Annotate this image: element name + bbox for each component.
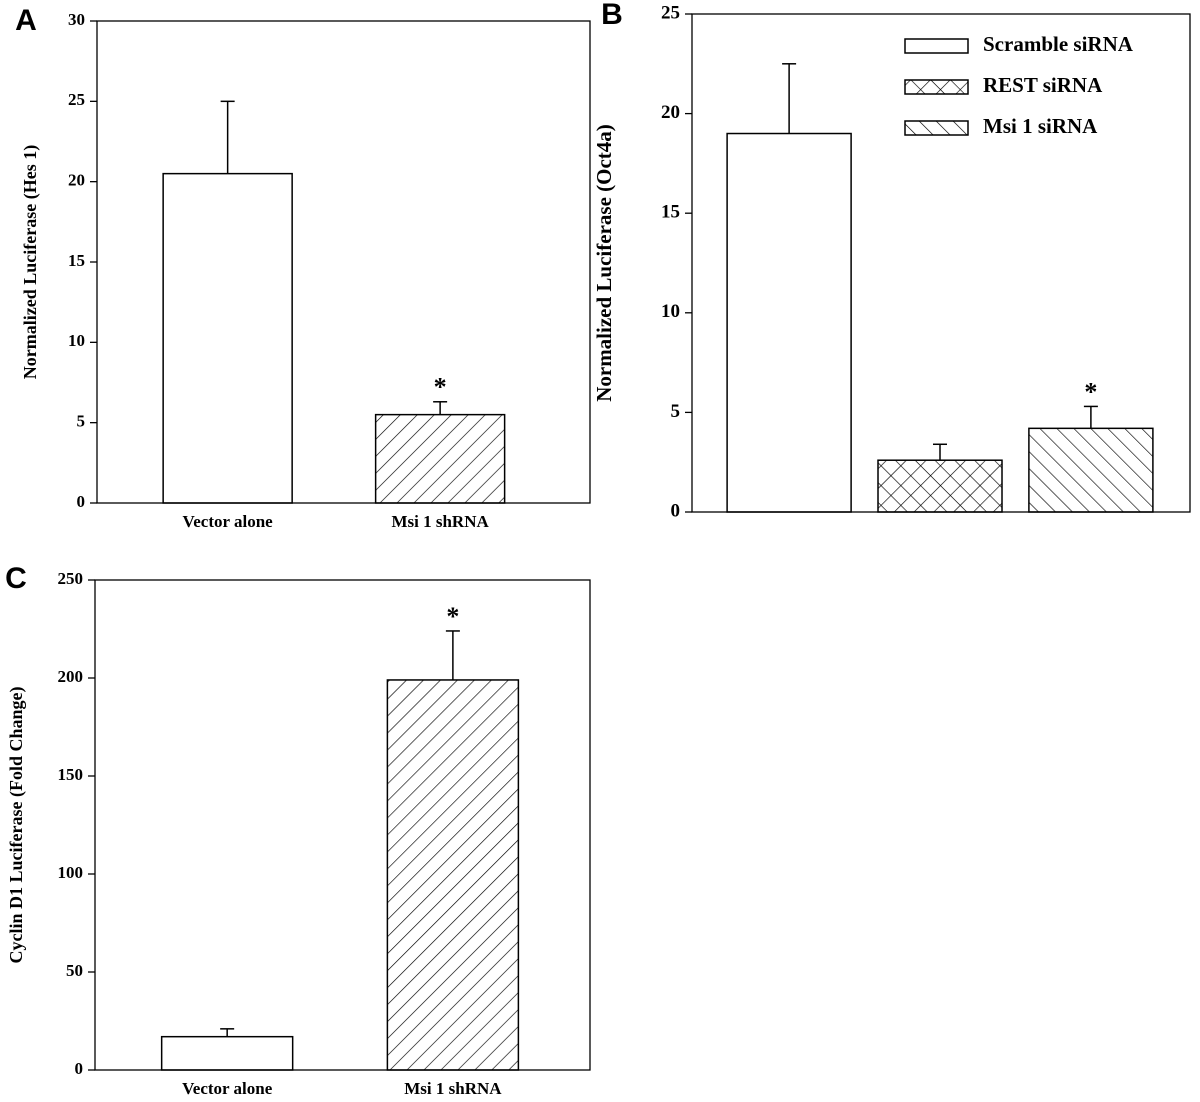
y-tick-label: 200 [58, 667, 84, 686]
bar [386, 679, 520, 1071]
y-tick-label: 5 [671, 401, 681, 422]
y-tick-label: 100 [58, 863, 84, 882]
plot-frame [691, 13, 1191, 513]
bar [162, 172, 293, 504]
y-tick-label: 20 [661, 102, 680, 123]
y-tick-label: 0 [77, 492, 86, 511]
y-tick-label: 50 [66, 961, 83, 980]
y-tick-label: 5 [77, 412, 86, 431]
y-tick-label: 0 [671, 500, 681, 521]
plot-frame [96, 20, 591, 504]
y-tick-label: 250 [58, 569, 84, 588]
legend-swatch [904, 120, 969, 136]
x-tick-label: Msi 1 shRNA [391, 512, 489, 531]
legend-swatch [904, 79, 969, 95]
bar [160, 1035, 294, 1071]
y-axis-label: Normalized Luciferase (Hes 1) [20, 145, 41, 379]
y-axis-label: Cyclin D1 Luciferase (Fold Change) [6, 687, 27, 964]
panel-label: A [15, 4, 37, 37]
legend-swatch [904, 38, 969, 54]
y-tick-label: 10 [68, 331, 85, 350]
panel-label: B [601, 0, 623, 31]
annotation: * [446, 602, 459, 631]
y-tick-label: 20 [68, 171, 85, 190]
bar [877, 459, 1003, 513]
bar [726, 132, 852, 513]
annotation: * [434, 373, 447, 402]
panel-label: C [5, 562, 27, 595]
legend-label: Scramble siRNA [983, 32, 1134, 56]
bar [374, 413, 506, 504]
x-tick-label: Vector alone [183, 512, 274, 531]
annotation: * [1084, 377, 1097, 406]
y-tick-label: 25 [661, 2, 680, 23]
y-tick-label: 15 [68, 251, 85, 270]
bar [1028, 427, 1154, 513]
legend-label: Msi 1 siRNA [983, 114, 1098, 138]
y-tick-label: 25 [68, 90, 85, 109]
x-tick-label: Vector alone [182, 1079, 273, 1098]
legend-label: REST siRNA [983, 73, 1103, 97]
plot-frame [94, 579, 591, 1071]
x-tick-label: Msi 1 shRNA [404, 1079, 502, 1098]
y-tick-label: 0 [75, 1059, 84, 1078]
y-axis-label: Normalized Luciferase (Oct4a) [592, 124, 616, 402]
y-tick-label: 30 [68, 10, 85, 29]
y-tick-label: 10 [661, 301, 680, 322]
y-tick-label: 150 [58, 765, 84, 784]
y-tick-label: 15 [661, 202, 680, 223]
